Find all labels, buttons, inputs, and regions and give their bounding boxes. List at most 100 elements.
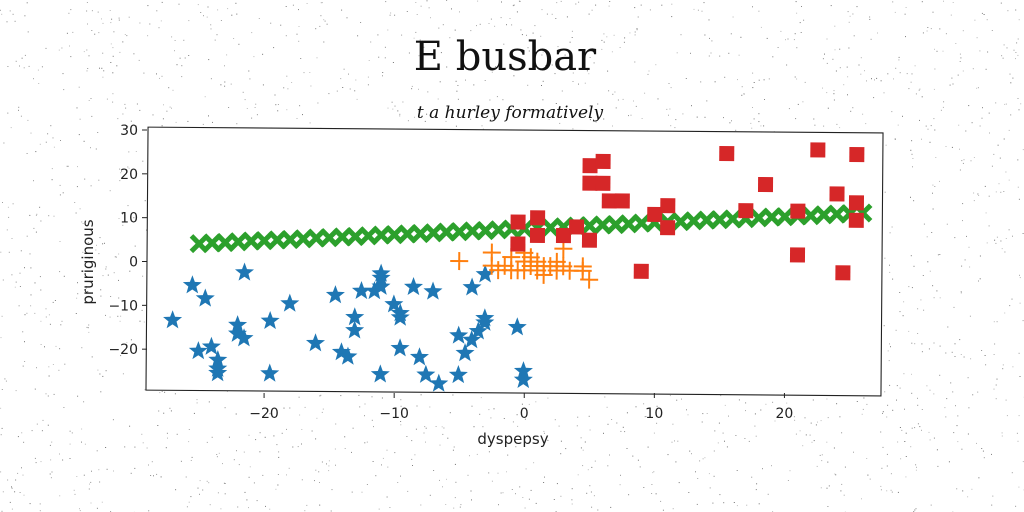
data-point bbox=[449, 325, 469, 344]
data-point bbox=[606, 215, 626, 235]
data-point bbox=[325, 285, 345, 304]
data-point bbox=[390, 303, 410, 322]
data-point bbox=[475, 264, 495, 283]
data-point bbox=[267, 230, 287, 250]
data-point bbox=[280, 229, 300, 250]
data-point bbox=[790, 203, 806, 219]
data-point bbox=[849, 147, 865, 163]
chart-subtitle: t a hurley formatively bbox=[417, 103, 604, 123]
data-point bbox=[397, 224, 417, 244]
x-tick-label: −10 bbox=[379, 406, 409, 422]
data-point bbox=[468, 321, 488, 340]
data-point bbox=[632, 213, 652, 233]
y-tick-label: −10 bbox=[108, 298, 138, 314]
data-point bbox=[633, 263, 649, 279]
data-point bbox=[529, 227, 546, 243]
data-point bbox=[384, 294, 404, 313]
data-point bbox=[510, 236, 526, 252]
data-point bbox=[475, 312, 495, 331]
data-point bbox=[241, 231, 261, 251]
y-tick-label: 0 bbox=[129, 255, 138, 271]
data-point bbox=[384, 225, 404, 245]
data-point bbox=[601, 193, 617, 209]
data-point bbox=[188, 341, 208, 360]
data-point bbox=[580, 270, 599, 289]
data-point bbox=[182, 275, 202, 294]
data-point bbox=[234, 262, 255, 281]
y-tick-label: 30 bbox=[120, 123, 138, 139]
x-axis-label: dyspepsy bbox=[477, 430, 548, 448]
data-point bbox=[581, 232, 598, 248]
series-plus bbox=[450, 239, 599, 289]
data-point bbox=[749, 208, 769, 228]
x-tick-label: 0 bbox=[520, 406, 529, 422]
x-axis-ticks: −20 −10 0 10 20 bbox=[249, 393, 793, 422]
y-tick-label: −20 bbox=[108, 342, 138, 358]
data-point bbox=[371, 263, 391, 282]
data-point bbox=[450, 252, 469, 271]
data-point bbox=[660, 198, 676, 214]
data-point bbox=[789, 247, 806, 263]
data-point bbox=[306, 228, 326, 248]
data-point bbox=[436, 222, 457, 242]
data-point bbox=[371, 225, 391, 245]
data-point bbox=[228, 232, 248, 252]
data-point bbox=[647, 206, 663, 222]
y-tick-label: 20 bbox=[120, 167, 138, 183]
data-point bbox=[810, 142, 826, 158]
data-point bbox=[364, 281, 384, 300]
data-point bbox=[260, 310, 280, 330]
data-point bbox=[338, 346, 358, 365]
data-point bbox=[280, 293, 300, 312]
data-point bbox=[555, 228, 572, 244]
series-square bbox=[510, 142, 865, 281]
data-point bbox=[429, 373, 449, 392]
data-point bbox=[254, 231, 274, 251]
x-tick-label: 10 bbox=[645, 406, 663, 422]
data-point bbox=[513, 369, 533, 389]
data-point bbox=[202, 233, 222, 253]
data-point bbox=[345, 320, 365, 339]
data-point bbox=[234, 328, 254, 347]
data-point bbox=[293, 229, 313, 249]
data-point bbox=[775, 207, 795, 227]
data-point bbox=[710, 210, 730, 230]
data-point bbox=[462, 330, 482, 349]
data-point bbox=[462, 221, 483, 241]
data-point bbox=[762, 207, 782, 227]
series-star bbox=[163, 262, 533, 392]
y-axis-ticks: −20 −10 0 10 20 30 bbox=[108, 123, 147, 358]
data-point bbox=[475, 221, 496, 241]
data-point bbox=[195, 288, 215, 307]
data-point bbox=[390, 338, 410, 357]
data-point bbox=[423, 281, 443, 300]
data-point bbox=[697, 210, 717, 230]
plot-area bbox=[145, 126, 884, 397]
data-point bbox=[507, 317, 527, 336]
data-point bbox=[848, 212, 864, 228]
data-point bbox=[595, 153, 611, 169]
x-tick-label: −20 bbox=[249, 406, 279, 422]
data-point bbox=[684, 211, 704, 231]
data-point bbox=[582, 175, 598, 191]
data-point bbox=[345, 227, 365, 247]
data-point bbox=[345, 307, 365, 326]
data-point bbox=[423, 223, 444, 243]
data-point bbox=[719, 146, 735, 162]
data-point bbox=[671, 212, 691, 232]
data-point bbox=[208, 363, 228, 382]
data-point bbox=[540, 218, 561, 238]
data-point bbox=[510, 214, 526, 230]
y-axis-label: pruriginous bbox=[79, 219, 97, 304]
data-point bbox=[305, 333, 326, 352]
data-point bbox=[614, 193, 630, 209]
data-point bbox=[595, 175, 611, 191]
data-point bbox=[530, 210, 546, 226]
data-point bbox=[582, 158, 598, 174]
data-point bbox=[163, 310, 183, 329]
data-point bbox=[319, 228, 339, 248]
data-point bbox=[416, 364, 436, 383]
data-point bbox=[332, 227, 352, 247]
data-point bbox=[410, 224, 430, 244]
